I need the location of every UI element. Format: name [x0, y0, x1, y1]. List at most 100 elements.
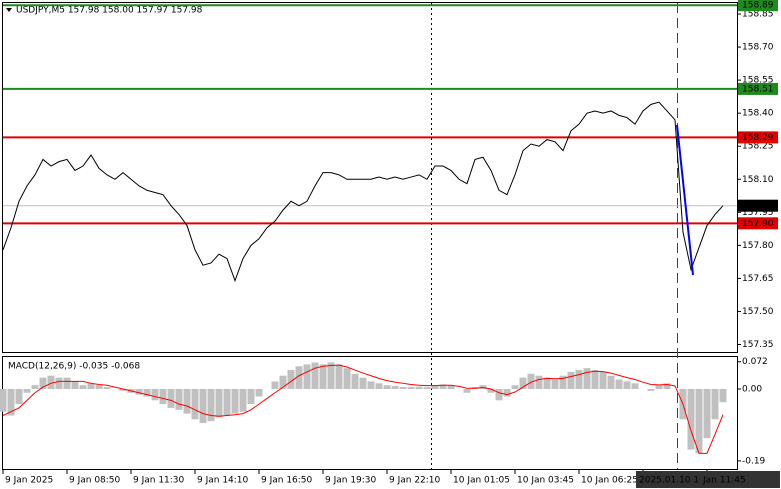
x-tick-label: 9 Jan 19:30: [325, 476, 377, 486]
macd-bar: [447, 385, 455, 389]
macd-bar: [687, 388, 695, 450]
level-label: 158.89: [742, 1, 774, 11]
macd-bar: [519, 377, 527, 389]
macd-bar: [247, 388, 255, 405]
macd-bar: [103, 387, 111, 389]
macd-bar: [535, 375, 543, 389]
macd-bar: [303, 364, 311, 389]
x-tick-label: 9 Jan 2025: [5, 476, 53, 486]
level-label-box: [738, 199, 778, 212]
macd-bar: [239, 388, 247, 412]
y-tick-label: 158.10: [742, 175, 774, 185]
price-frame: [2, 2, 738, 353]
macd-bar: [63, 377, 71, 389]
macd-bar: [207, 388, 215, 422]
x-tick-label: Jan 11:45: [702, 476, 746, 486]
macd-bar: [287, 370, 295, 389]
macd-bar: [15, 388, 23, 405]
x-tick-label: 10 Jan 01:05: [453, 476, 510, 486]
macd-bar: [135, 388, 143, 395]
macd-bar: [551, 379, 559, 389]
macd-bar: [191, 388, 199, 420]
y-tick-label: 158.85: [742, 10, 774, 20]
macd-bar: [503, 388, 511, 397]
macd-bar: [463, 388, 471, 393]
macd-bar: [167, 388, 175, 408]
macd-bar: [527, 373, 535, 389]
macd-title: MACD(12,26,9) -0.035 -0.068: [8, 362, 140, 372]
x-tick-label: 10 Jan 06:25: [581, 476, 638, 486]
macd-bar: [39, 377, 47, 389]
macd-bar: [71, 381, 79, 389]
y-tick-label: 158.55: [742, 76, 774, 86]
y-tick-label: -0.19: [742, 456, 766, 466]
trend-line: [676, 124, 694, 276]
macd-bar: [375, 383, 383, 389]
x-tick-label: 9 Jan 08:50: [69, 476, 121, 486]
price-line: [2, 101, 724, 283]
level-label-box: [738, 217, 778, 230]
macd-bar: [407, 387, 415, 389]
macd-bar: [615, 379, 623, 389]
y-tick-label: 0.072: [742, 357, 768, 367]
macd-bar: [567, 371, 575, 389]
macd-bar: [439, 384, 447, 389]
macd-bar: [279, 375, 287, 389]
macd-bar: [511, 385, 519, 389]
level-label-box: [738, 82, 778, 95]
macd-bar: [223, 388, 231, 416]
y-tick-label: 158.70: [742, 43, 774, 53]
macd-bar: [319, 364, 327, 389]
macd-bar: [143, 388, 151, 397]
macd-bar: [0, 388, 7, 412]
macd-bar: [543, 377, 551, 389]
macd-bar: [711, 388, 719, 420]
signal-line: [2, 364, 724, 454]
macd-bar: [663, 383, 671, 389]
macd-bar: [647, 388, 655, 391]
level-label: 157.90: [742, 219, 774, 229]
macd-bar: [583, 368, 591, 389]
macd-bar: [495, 388, 503, 401]
macd-bar: [47, 375, 55, 389]
macd-bar: [31, 385, 39, 389]
level-label: 157.98: [742, 201, 774, 211]
macd-bar: [215, 388, 223, 418]
macd-bar: [87, 383, 95, 389]
cursor-label-box: [636, 471, 716, 488]
level-label-box: [738, 131, 778, 144]
macd-bar: [415, 386, 423, 389]
macd-bar: [55, 377, 63, 389]
macd-bar: [335, 364, 343, 389]
x-tick-label: 9 Jan 22:10: [389, 476, 441, 486]
x-tick-label: 2025.01.10 10:30: [639, 476, 720, 486]
macd-bar: [383, 385, 391, 389]
macd-bar: [391, 385, 399, 389]
x-tick-label: 9 Jan 11:30: [133, 476, 185, 486]
macd-bar: [487, 388, 495, 393]
macd-bar: [719, 388, 727, 403]
macd-bar: [7, 388, 15, 416]
macd-bar: [159, 388, 167, 405]
macd-bar: [359, 377, 367, 389]
price-title: USDJPY,M5 157.98 158.00 157.97 157.98: [16, 6, 203, 16]
y-tick-label: 0.00: [742, 384, 762, 394]
macd-bar: [175, 388, 183, 410]
macd-bar: [23, 388, 31, 393]
macd-frame: [2, 356, 738, 470]
macd-bar: [607, 375, 615, 389]
level-label-box: [738, 0, 778, 12]
macd-bar: [231, 388, 239, 414]
macd-bar: [271, 381, 279, 389]
y-tick-label: 157.95: [742, 208, 774, 218]
y-tick-label: 157.80: [742, 241, 774, 251]
macd-bar: [95, 385, 103, 389]
y-tick-label: 157.50: [742, 307, 774, 317]
level-label: 158.51: [742, 84, 774, 94]
x-tick-label: 9 Jan 14:10: [197, 476, 249, 486]
price-layer: [2, 4, 737, 283]
macd-bar: [119, 388, 127, 391]
macd-bar: [423, 387, 431, 389]
macd-bar: [655, 385, 663, 389]
